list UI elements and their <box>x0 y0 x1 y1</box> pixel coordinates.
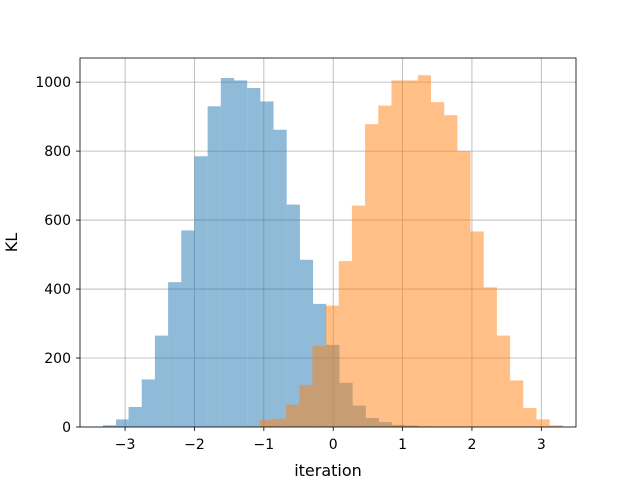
histogram-bar <box>207 106 221 428</box>
x-tick-label: 0 <box>329 437 338 453</box>
histogram-bar <box>260 101 274 428</box>
histogram-bar <box>496 335 511 427</box>
x-tick-label: 3 <box>537 437 546 453</box>
y-tick-label: 800 <box>44 144 71 160</box>
histogram-bar <box>220 78 235 428</box>
x-axis-label: iteration <box>294 461 362 480</box>
histogram-bar <box>470 231 484 427</box>
histogram-bars <box>102 75 563 428</box>
series-1-bars <box>102 78 445 428</box>
histogram-bar <box>457 151 471 427</box>
histogram-bar <box>523 408 537 427</box>
histogram-bar <box>325 305 339 427</box>
histogram-bar <box>444 115 458 427</box>
histogram-bar <box>391 80 405 427</box>
histogram-bar <box>116 419 129 427</box>
y-axis-label: KL <box>2 233 21 252</box>
histogram-bar <box>168 282 182 427</box>
histogram-bar <box>299 384 313 427</box>
histogram-bar <box>483 287 497 427</box>
y-tick-label: 1000 <box>35 75 71 91</box>
x-tick-label: −1 <box>254 437 275 453</box>
histogram-bar <box>259 420 273 427</box>
histogram-bar <box>365 124 379 428</box>
histogram-bar <box>351 205 366 427</box>
y-tick-label: 600 <box>44 213 71 229</box>
histogram-bar <box>536 419 550 427</box>
histogram-bar <box>431 102 445 427</box>
histogram-bar <box>102 425 117 427</box>
histogram-bar <box>312 345 326 427</box>
histogram-bar <box>128 406 142 427</box>
histogram-bar <box>286 204 300 427</box>
histogram-bar <box>194 156 208 428</box>
histogram-bar <box>181 230 195 427</box>
x-tick-label: −2 <box>184 437 205 453</box>
histogram-bar <box>510 380 524 427</box>
axes-frame <box>79 57 577 428</box>
y-tick-label: 200 <box>44 351 71 367</box>
histogram-bar <box>286 404 300 427</box>
histogram-bar <box>378 105 392 428</box>
x-tick-label: −3 <box>115 437 136 453</box>
histogram-bar <box>417 75 432 428</box>
x-tick-label: 1 <box>398 437 407 453</box>
histogram-bar <box>549 425 563 427</box>
series-2-bars <box>233 75 563 428</box>
histogram-bar <box>234 80 248 427</box>
y-tick-label: 0 <box>62 420 71 436</box>
x-tick-label: 2 <box>467 437 476 453</box>
histogram-bar <box>338 261 352 427</box>
histogram-bar <box>273 129 287 427</box>
histogram-bar <box>404 80 418 427</box>
axis-ticks: −3 −2 −1 0 1 2 3 0 200 400 600 800 1000 <box>35 75 545 453</box>
histogram-bar <box>247 88 261 427</box>
histogram-bar <box>272 418 287 427</box>
y-tick-label: 400 <box>44 282 71 298</box>
histogram-bar <box>141 379 155 427</box>
histogram-bar <box>154 335 169 427</box>
